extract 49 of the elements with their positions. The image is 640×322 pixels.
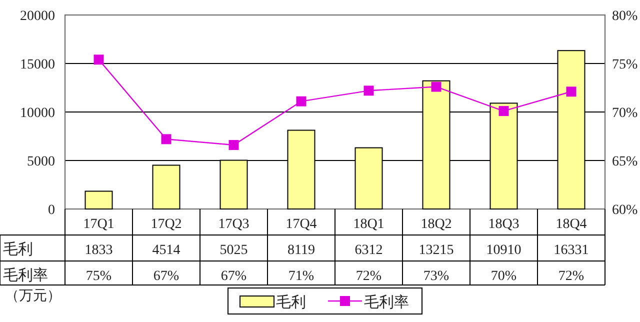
point bbox=[161, 134, 172, 144]
x-tick-label: 18Q3 bbox=[488, 217, 520, 232]
bar bbox=[84, 190, 113, 210]
data-label: 71% bbox=[288, 269, 314, 284]
text: 毛利率 bbox=[3, 268, 48, 284]
x-tick-label: 17Q1 bbox=[83, 217, 114, 232]
y-tick-label: 10000 bbox=[20, 106, 55, 121]
data-label: 16331 bbox=[554, 243, 589, 258]
point bbox=[94, 54, 104, 65]
data-label: 1833 bbox=[84, 243, 113, 258]
point bbox=[566, 86, 576, 97]
y-axis-title: （万元） bbox=[5, 289, 61, 304]
data-label: 8119 bbox=[288, 243, 315, 258]
data-label: 72% bbox=[558, 269, 584, 284]
y2-tick-label: 75% bbox=[612, 58, 638, 72]
x-tick-label: 18Q4 bbox=[556, 217, 587, 232]
legend-label: 毛利 bbox=[276, 294, 306, 311]
x-tick-label: 18Q1 bbox=[353, 217, 384, 232]
point bbox=[498, 106, 509, 116]
legend-label: 毛利率 bbox=[364, 294, 409, 311]
point bbox=[364, 86, 374, 96]
data-label: 67% bbox=[220, 269, 247, 284]
y2-tick-label: 70% bbox=[612, 106, 638, 121]
y-tick-label: 15000 bbox=[20, 58, 55, 72]
bar bbox=[152, 164, 180, 210]
data-label: 13215 bbox=[418, 243, 454, 258]
y-tick-label: 20000 bbox=[20, 9, 55, 24]
x-tick-label: 17Q4 bbox=[286, 217, 317, 232]
data-label: 73% bbox=[423, 269, 450, 284]
x-tick-label: 17Q3 bbox=[218, 217, 250, 232]
y2-tick-label: 60% bbox=[612, 203, 638, 218]
data-label: 75% bbox=[86, 269, 112, 284]
y-tick-label: 5000 bbox=[27, 154, 55, 170]
point bbox=[431, 82, 442, 92]
text: 毛利 bbox=[3, 242, 33, 258]
data-label: 72% bbox=[356, 269, 382, 284]
x-tick-label: 18Q2 bbox=[420, 217, 452, 232]
y2-tick-label: 65% bbox=[612, 154, 638, 170]
data-label: 6312 bbox=[354, 243, 383, 258]
data-label: 4514 bbox=[152, 243, 180, 258]
data-label: 70% bbox=[490, 269, 517, 284]
point bbox=[296, 96, 306, 106]
data-label: 5025 bbox=[220, 243, 248, 258]
x-tick-label: 17Q2 bbox=[150, 217, 182, 232]
point bbox=[228, 140, 239, 150]
y-tick-label: 0 bbox=[48, 203, 55, 218]
data-label: 10910 bbox=[486, 243, 522, 258]
data-label: 67% bbox=[153, 269, 180, 284]
y2-tick-label: 80% bbox=[612, 9, 638, 24]
